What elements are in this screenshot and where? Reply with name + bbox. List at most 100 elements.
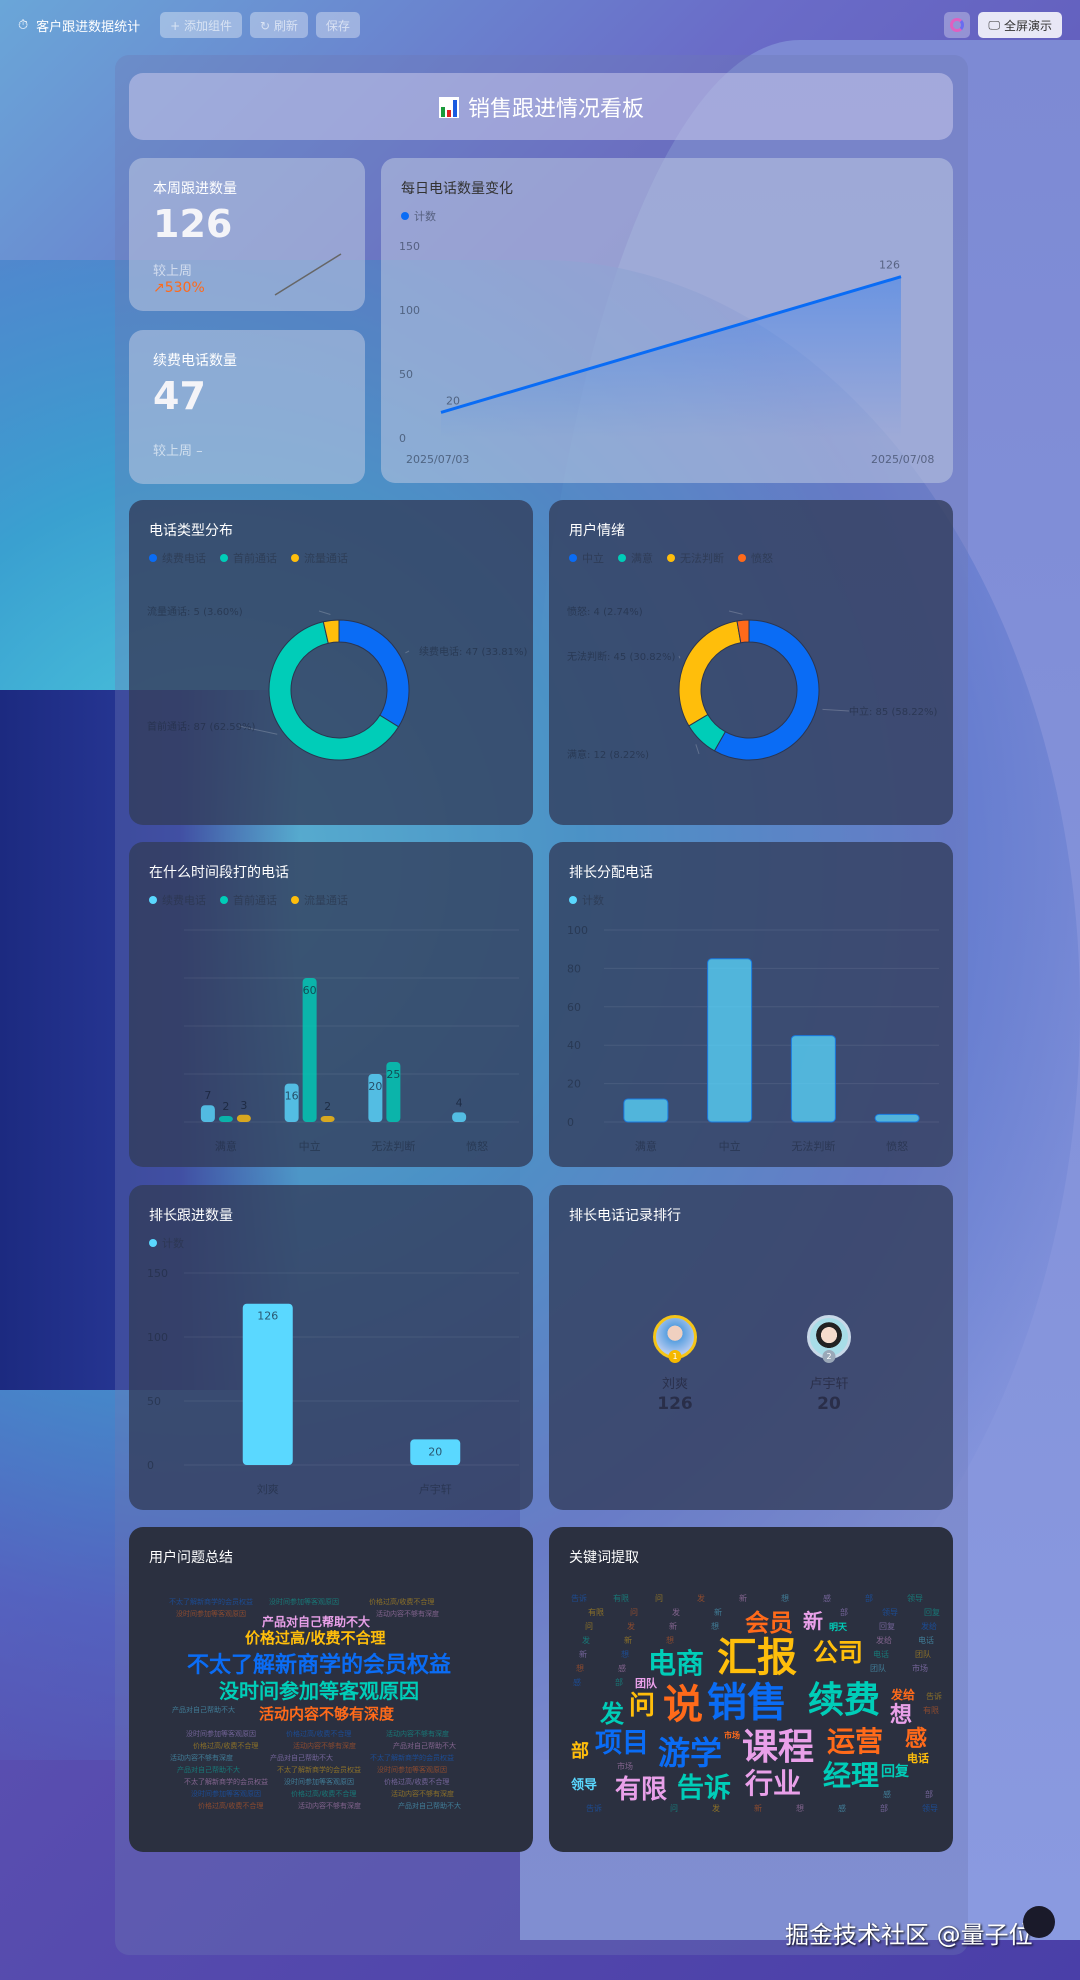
bar: [386, 1062, 401, 1122]
slice-label: 流量通话: 5 (3.60%): [147, 605, 243, 618]
legend-dot-icon: [149, 1239, 157, 1247]
word-cloud-word: 活动内容不够有深度: [376, 1610, 439, 1618]
pie-slice: [713, 619, 820, 761]
word-cloud-word: 部: [571, 1741, 589, 1762]
chart-svg: 0 50 100 150 刘爽 卢宇轩 126 20: [147, 1267, 519, 1496]
x-tick-label: 愤怒: [466, 1139, 488, 1153]
word-cloud-word: 价格过高/收费不合理: [291, 1790, 357, 1798]
legend-item[interactable]: 无法判断: [667, 550, 724, 566]
word-cloud-word: 部: [865, 1594, 873, 1603]
chart-svg: 0 20 40 60 80 100 满意 中立 无法判断 愤怒: [567, 924, 939, 1153]
y-tick-label: 20: [567, 1078, 581, 1091]
word-cloud-word: 没时间参加等客观原因: [219, 1679, 419, 1703]
slice-label: 续费电话: 47 (33.81%): [419, 645, 527, 658]
legend-label: 满意: [631, 552, 653, 565]
x-tick-label: 愤怒: [886, 1139, 908, 1153]
word-cloud-word: 想: [781, 1594, 789, 1603]
label-line: [822, 708, 850, 712]
fullscreen-button[interactable]: 🖵 全屏演示: [978, 12, 1062, 38]
ranking-item[interactable]: 1 刘爽 126: [635, 1315, 715, 1414]
word-cloud-word: 明天: [829, 1623, 848, 1633]
legend-item[interactable]: 愤怒: [738, 550, 773, 566]
chart-title: 每日电话数量变化: [401, 181, 513, 197]
word-cloud-word: 新: [739, 1594, 747, 1603]
word-cloud-word: 运营: [827, 1725, 884, 1758]
y-tick-label: 80: [567, 962, 581, 975]
word-cloud-word: 价格过高/收费不合理: [384, 1778, 450, 1786]
word-cloud-word: 价格过高/收费不合理: [198, 1802, 264, 1810]
word-cloud-word: 发给: [891, 1688, 916, 1702]
legend-item[interactable]: 续费电话: [149, 892, 206, 908]
word-cloud-word: 产品对自己帮助不大: [172, 1706, 235, 1714]
label-line: [728, 610, 743, 615]
slice-label: 中立: 85 (58.22%): [849, 705, 937, 718]
x-tick-label: 满意: [215, 1139, 237, 1153]
refresh-button[interactable]: ↻ 刷新: [250, 12, 308, 38]
legend-item[interactable]: 计数: [149, 1235, 184, 1251]
user-emotion-chart-card: 用户情绪 中立: 85 (58.22%) 满意: 12 (8.22%) 无法判断: …: [549, 500, 953, 825]
legend-label: 计数: [162, 1237, 184, 1250]
word-cloud-word: 部: [880, 1804, 888, 1813]
stat-value: 126: [153, 202, 233, 246]
word-cloud-word: 活动内容不够有深度: [293, 1742, 356, 1750]
data-label: 2: [222, 1100, 229, 1113]
word-cloud-word: 产品对自己帮助不大: [262, 1615, 371, 1629]
legend-item[interactable]: 计数: [569, 892, 604, 908]
ranking-card: 排长电话记录排行 1 刘爽 126 2 卢宇轩 20: [549, 1185, 953, 1510]
data-label: 16: [285, 1090, 299, 1103]
data-label: 20: [446, 394, 460, 407]
x-tick-label: 中立: [719, 1139, 741, 1153]
legend-item[interactable]: 首前通话: [220, 892, 277, 908]
word-cloud-word: 发: [672, 1608, 680, 1617]
word-cloud-word: 价格过高/收费不合理: [193, 1742, 259, 1750]
x-tick-label: 刘爽: [257, 1483, 279, 1496]
clock-icon: ⏱: [18, 17, 29, 33]
word-cloud-word: 续费: [808, 1680, 881, 1721]
daily-calls-chart-card: 每日电话数量变化 0 50 100 150 2025/07/03 2025/07/08 20…: [381, 158, 953, 483]
theme-button[interactable]: [944, 12, 971, 38]
word-cloud-word: 活动内容不够有深度: [386, 1730, 449, 1738]
dashboard-title: 销售跟进情况看板: [467, 96, 644, 122]
rank-badge: 2: [822, 1350, 836, 1363]
save-button[interactable]: 保存: [315, 12, 360, 38]
word-cloud-word: 告诉: [926, 1692, 942, 1701]
add-component-button[interactable]: + 添加组件: [160, 12, 243, 38]
ranking-item[interactable]: 2 卢宇轩 20: [789, 1315, 869, 1414]
word-cloud-word: 发给: [876, 1636, 892, 1645]
legend-item[interactable]: 首前通话: [220, 550, 277, 566]
word-cloud-word: 领导: [882, 1608, 898, 1617]
word-cloud-word: 产品对自己帮助不大: [393, 1742, 456, 1750]
word-cloud-word: 说: [663, 1682, 703, 1728]
label-line: [318, 610, 331, 615]
legend-item[interactable]: 计数: [401, 208, 436, 224]
y-tick-label: 0: [567, 1116, 574, 1129]
y-tick-label: 50: [399, 368, 413, 381]
y-tick-label: 100: [567, 924, 588, 937]
word-cloud-word: 想: [666, 1636, 674, 1645]
bar: [302, 978, 317, 1122]
y-tick-label: 100: [147, 1331, 168, 1344]
app-title: ⏱ 客户跟进数据统计: [18, 17, 141, 35]
legend-label: 流量通话: [304, 894, 348, 907]
legend-item[interactable]: 流量通话: [291, 550, 348, 566]
word-cloud-word: 发: [600, 1700, 624, 1728]
legend-item[interactable]: 中立: [569, 550, 604, 566]
data-label: 60: [303, 984, 317, 997]
slice-label: 首前通话: 87 (62.59%): [147, 720, 255, 733]
word-cloud-word: 经理: [823, 1759, 880, 1792]
word-cloud-word: 没时间参加等客观原因: [377, 1766, 447, 1774]
word-cloud-word: 市场: [617, 1762, 633, 1771]
legend-item[interactable]: 满意: [618, 550, 653, 566]
pie-slice: [736, 619, 750, 644]
data-label: 3: [240, 1099, 247, 1112]
word-cloud-word: 新: [754, 1804, 762, 1813]
word-cloud-word: 产品对自己帮助不大: [270, 1754, 333, 1762]
legend-dot-icon: [220, 554, 228, 562]
word-cloud-word: 感: [905, 1727, 928, 1752]
word-cloud-word: 不太了解新商学的会员权益: [370, 1754, 454, 1762]
word-cloud-word: 活动内容不够有深度: [259, 1705, 395, 1723]
legend-item[interactable]: 流量通话: [291, 892, 348, 908]
x-tick-label: 卢宇轩: [419, 1482, 452, 1496]
help-button[interactable]: [1023, 1906, 1055, 1938]
legend-item[interactable]: 续费电话: [149, 550, 206, 566]
